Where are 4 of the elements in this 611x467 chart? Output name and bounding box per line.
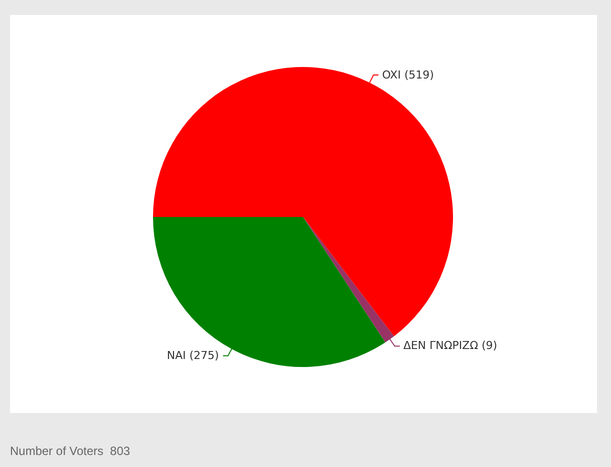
slice-label: NAI (275) bbox=[166, 348, 219, 362]
slice-label: OXI (519) bbox=[382, 68, 434, 82]
slice-label: ΔΕΝ ΓΝΩΡΙΖΩ (9) bbox=[403, 338, 498, 352]
text: Number of Voters 803 bbox=[10, 444, 130, 458]
